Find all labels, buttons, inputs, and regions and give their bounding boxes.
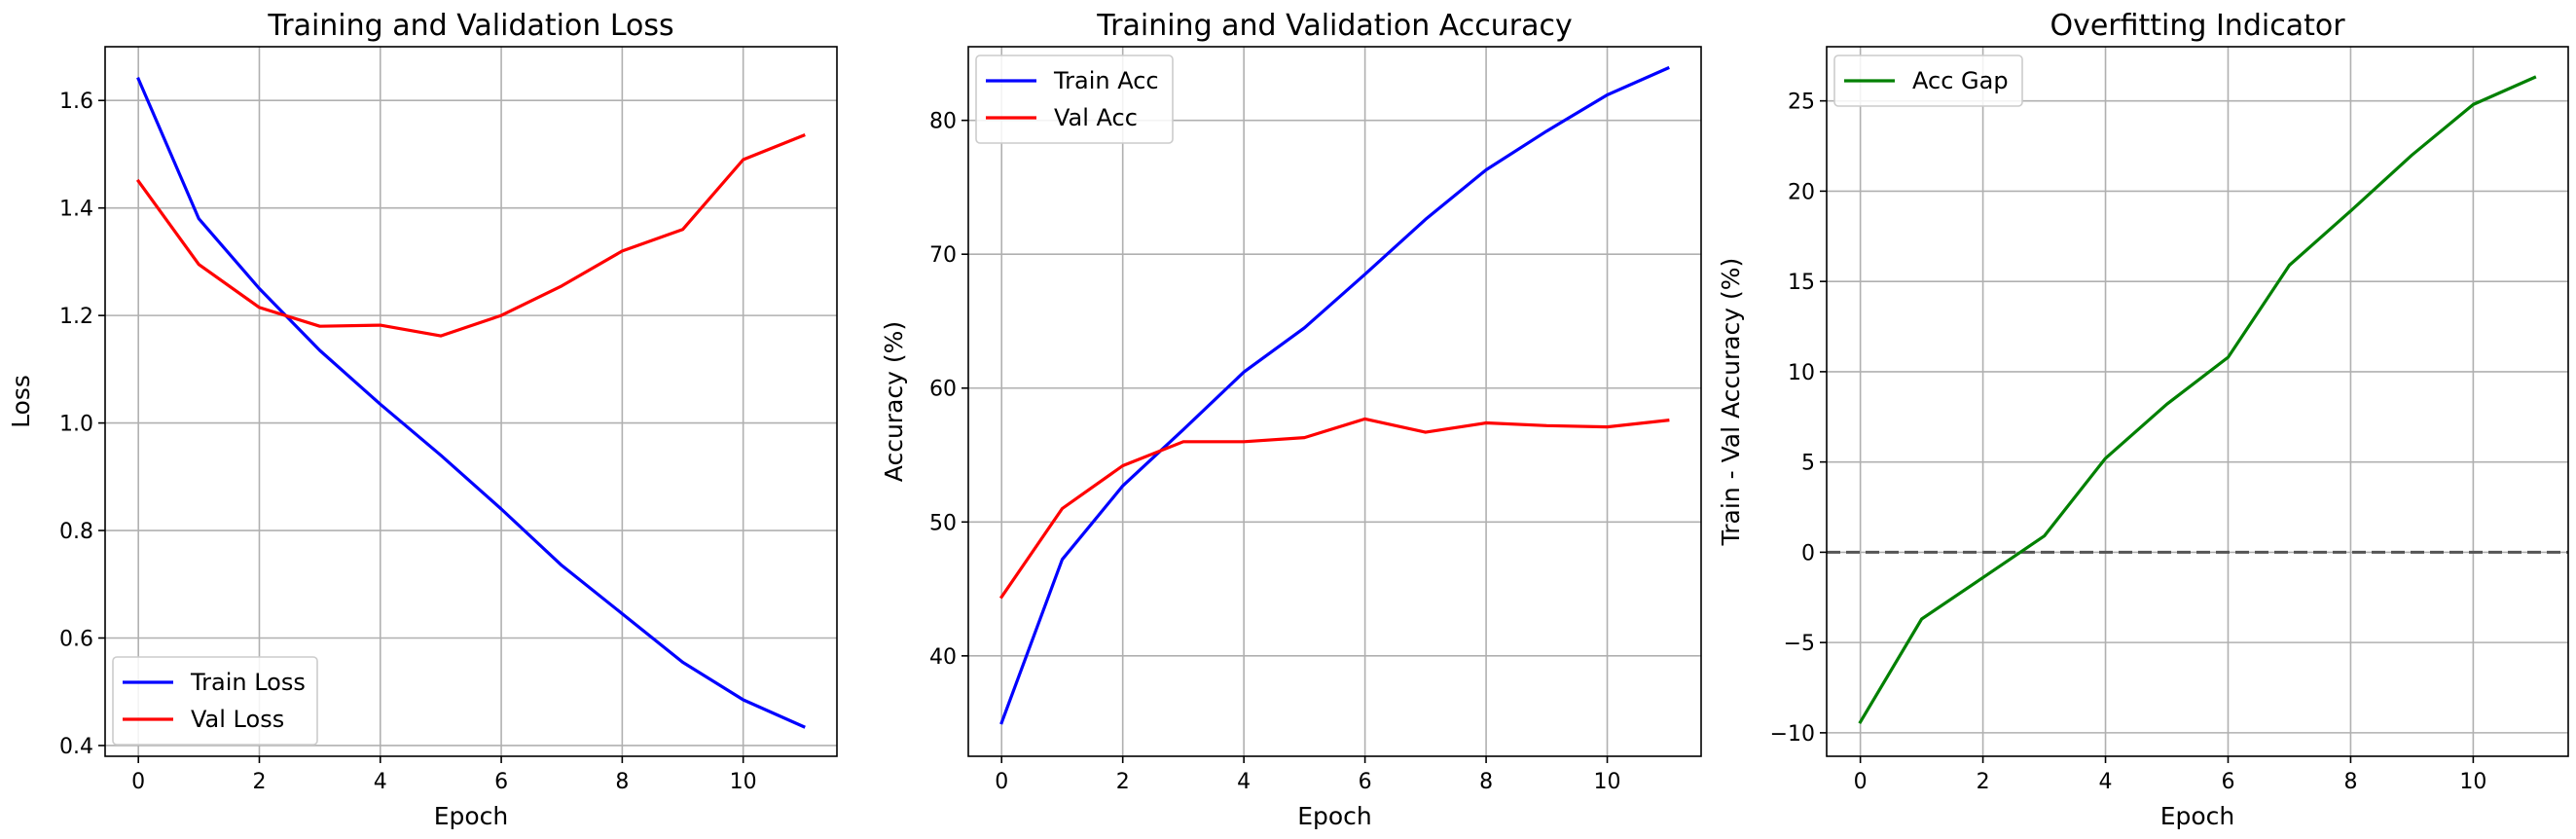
legend: Train Acc Val Acc	[975, 55, 1174, 144]
x-tick-label: 0	[1854, 770, 1868, 794]
x-tick-label: 2	[1116, 770, 1130, 794]
legend-box	[1833, 55, 2023, 107]
x-tick-label: 6	[494, 770, 508, 794]
x-tick-label: 8	[2343, 770, 2357, 794]
series-line-val-loss	[135, 133, 806, 338]
series-line-train-acc	[999, 65, 1670, 725]
x-axis-label: Epoch	[1297, 802, 1372, 830]
legend-label: Train Loss	[190, 669, 306, 696]
legend-label: Val Loss	[191, 706, 284, 733]
y-tick-label: 20	[1788, 180, 1815, 204]
x-tick-label: 0	[995, 770, 1008, 794]
legend: Train Loss Val Loss	[112, 656, 318, 746]
y-tick-label: 0.6	[59, 628, 93, 652]
x-tick-label: 8	[615, 770, 629, 794]
chart-panel-3: 0 2 4 6 8 10 −10 −5 0 5 10 15 20 25 Overfitting Indica…	[1717, 9, 2569, 830]
x-tick-label: 2	[1977, 770, 1990, 794]
x-axis-label: Epoch	[434, 802, 509, 830]
chart-title: Training and Validation Accuracy	[1096, 9, 1573, 43]
x-tick-label: 6	[2221, 770, 2234, 794]
chart-title: Overfitting Indicator	[2050, 9, 2345, 43]
y-tick-label: 5	[1801, 452, 1815, 476]
legend-box	[975, 55, 1174, 144]
x-tick-label: 4	[1237, 770, 1251, 794]
chart-title: Training and Validation Loss	[267, 9, 673, 43]
y-tick-label: 60	[929, 378, 957, 402]
axes-frame	[1826, 46, 2569, 757]
series-line-val-acc	[998, 417, 1670, 600]
y-tick-label: 0	[1801, 541, 1815, 565]
chart-panel-1: 0 2 4 6 8 10 0.4 0.6 0.8 1.0 1.2 1.4 1.6 Training and…	[7, 9, 838, 830]
x-tick-label: 10	[1594, 770, 1621, 794]
axes-frame	[104, 46, 838, 757]
y-tick-label: 40	[929, 645, 957, 670]
x-tick-label: 10	[2459, 770, 2486, 794]
x-tick-label: 0	[131, 770, 145, 794]
y-tick-label: −10	[1770, 722, 1815, 747]
x-tick-label: 2	[252, 770, 266, 794]
x-tick-label: 8	[1479, 770, 1493, 794]
y-tick-label: 0.8	[59, 520, 93, 544]
y-axis-label: Train - Val Accuracy (%)	[1717, 258, 1745, 547]
series-line-acc-gap	[1858, 75, 2537, 724]
legend: Acc Gap	[1833, 55, 2023, 107]
x-axis-label: Epoch	[2160, 802, 2235, 830]
legend-label: Val Acc	[1054, 104, 1138, 131]
chart-panel-2: 0 2 4 6 8 10 40 50 60 70 80 Training and Validation…	[880, 9, 1702, 830]
y-tick-label: 1.2	[59, 305, 93, 329]
y-tick-label: 50	[929, 511, 957, 535]
legend-label: Acc Gap	[1912, 67, 2009, 94]
y-tick-label: 10	[1788, 361, 1815, 385]
x-tick-label: 10	[730, 770, 757, 794]
y-tick-label: 80	[929, 110, 957, 134]
y-tick-label: 15	[1788, 271, 1815, 295]
y-tick-label: 1.4	[59, 198, 93, 222]
axes-frame	[967, 46, 1702, 757]
y-tick-label: 70	[929, 243, 957, 268]
x-tick-label: 4	[374, 770, 387, 794]
legend-box	[112, 656, 318, 746]
y-tick-label: −5	[1784, 632, 1815, 656]
y-tick-label: 0.4	[59, 735, 93, 759]
y-axis-label: Loss	[7, 375, 35, 428]
series-line-train-loss	[136, 76, 806, 729]
y-tick-label: 1.0	[59, 413, 93, 437]
y-tick-label: 1.6	[59, 90, 93, 114]
x-tick-label: 6	[1359, 770, 1372, 794]
legend-label: Train Acc	[1053, 67, 1159, 94]
y-tick-label: 25	[1788, 91, 1815, 115]
y-axis-label: Accuracy (%)	[880, 321, 908, 482]
x-tick-label: 4	[2099, 770, 2113, 794]
